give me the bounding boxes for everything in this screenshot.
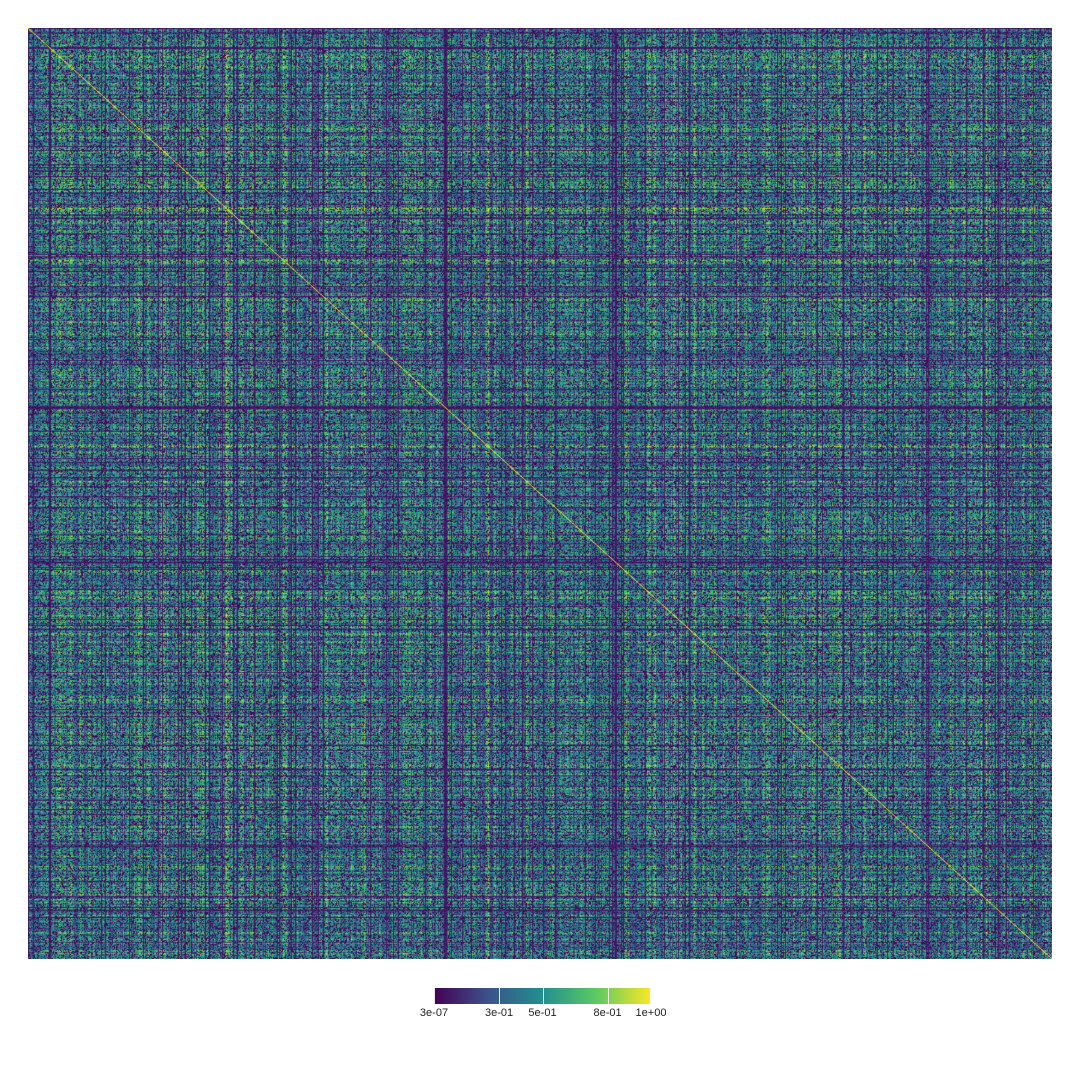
colorbar-tick-label: 8e-01 xyxy=(593,1007,622,1019)
heatmap-panel xyxy=(28,28,1052,959)
colorbar-tick xyxy=(434,988,435,1004)
colorbar-tick-label: 3e-07 xyxy=(419,1007,449,1019)
colorbar-tick-label: 1e+00 xyxy=(635,1007,667,1019)
colorbar-tick xyxy=(499,988,501,1004)
colorbar-tick xyxy=(542,988,544,1004)
colorbar-tick xyxy=(650,988,651,1004)
colorbar-tick-label: 3e-01 xyxy=(485,1007,514,1019)
colorbar-legend: 3e-07 3e-01 5e-01 8e-01 1e+00 xyxy=(420,988,666,1019)
colorbar-tick xyxy=(607,988,609,1004)
colorbar-tick-label: 5e-01 xyxy=(528,1007,557,1019)
heatmap-cells xyxy=(28,28,1052,959)
